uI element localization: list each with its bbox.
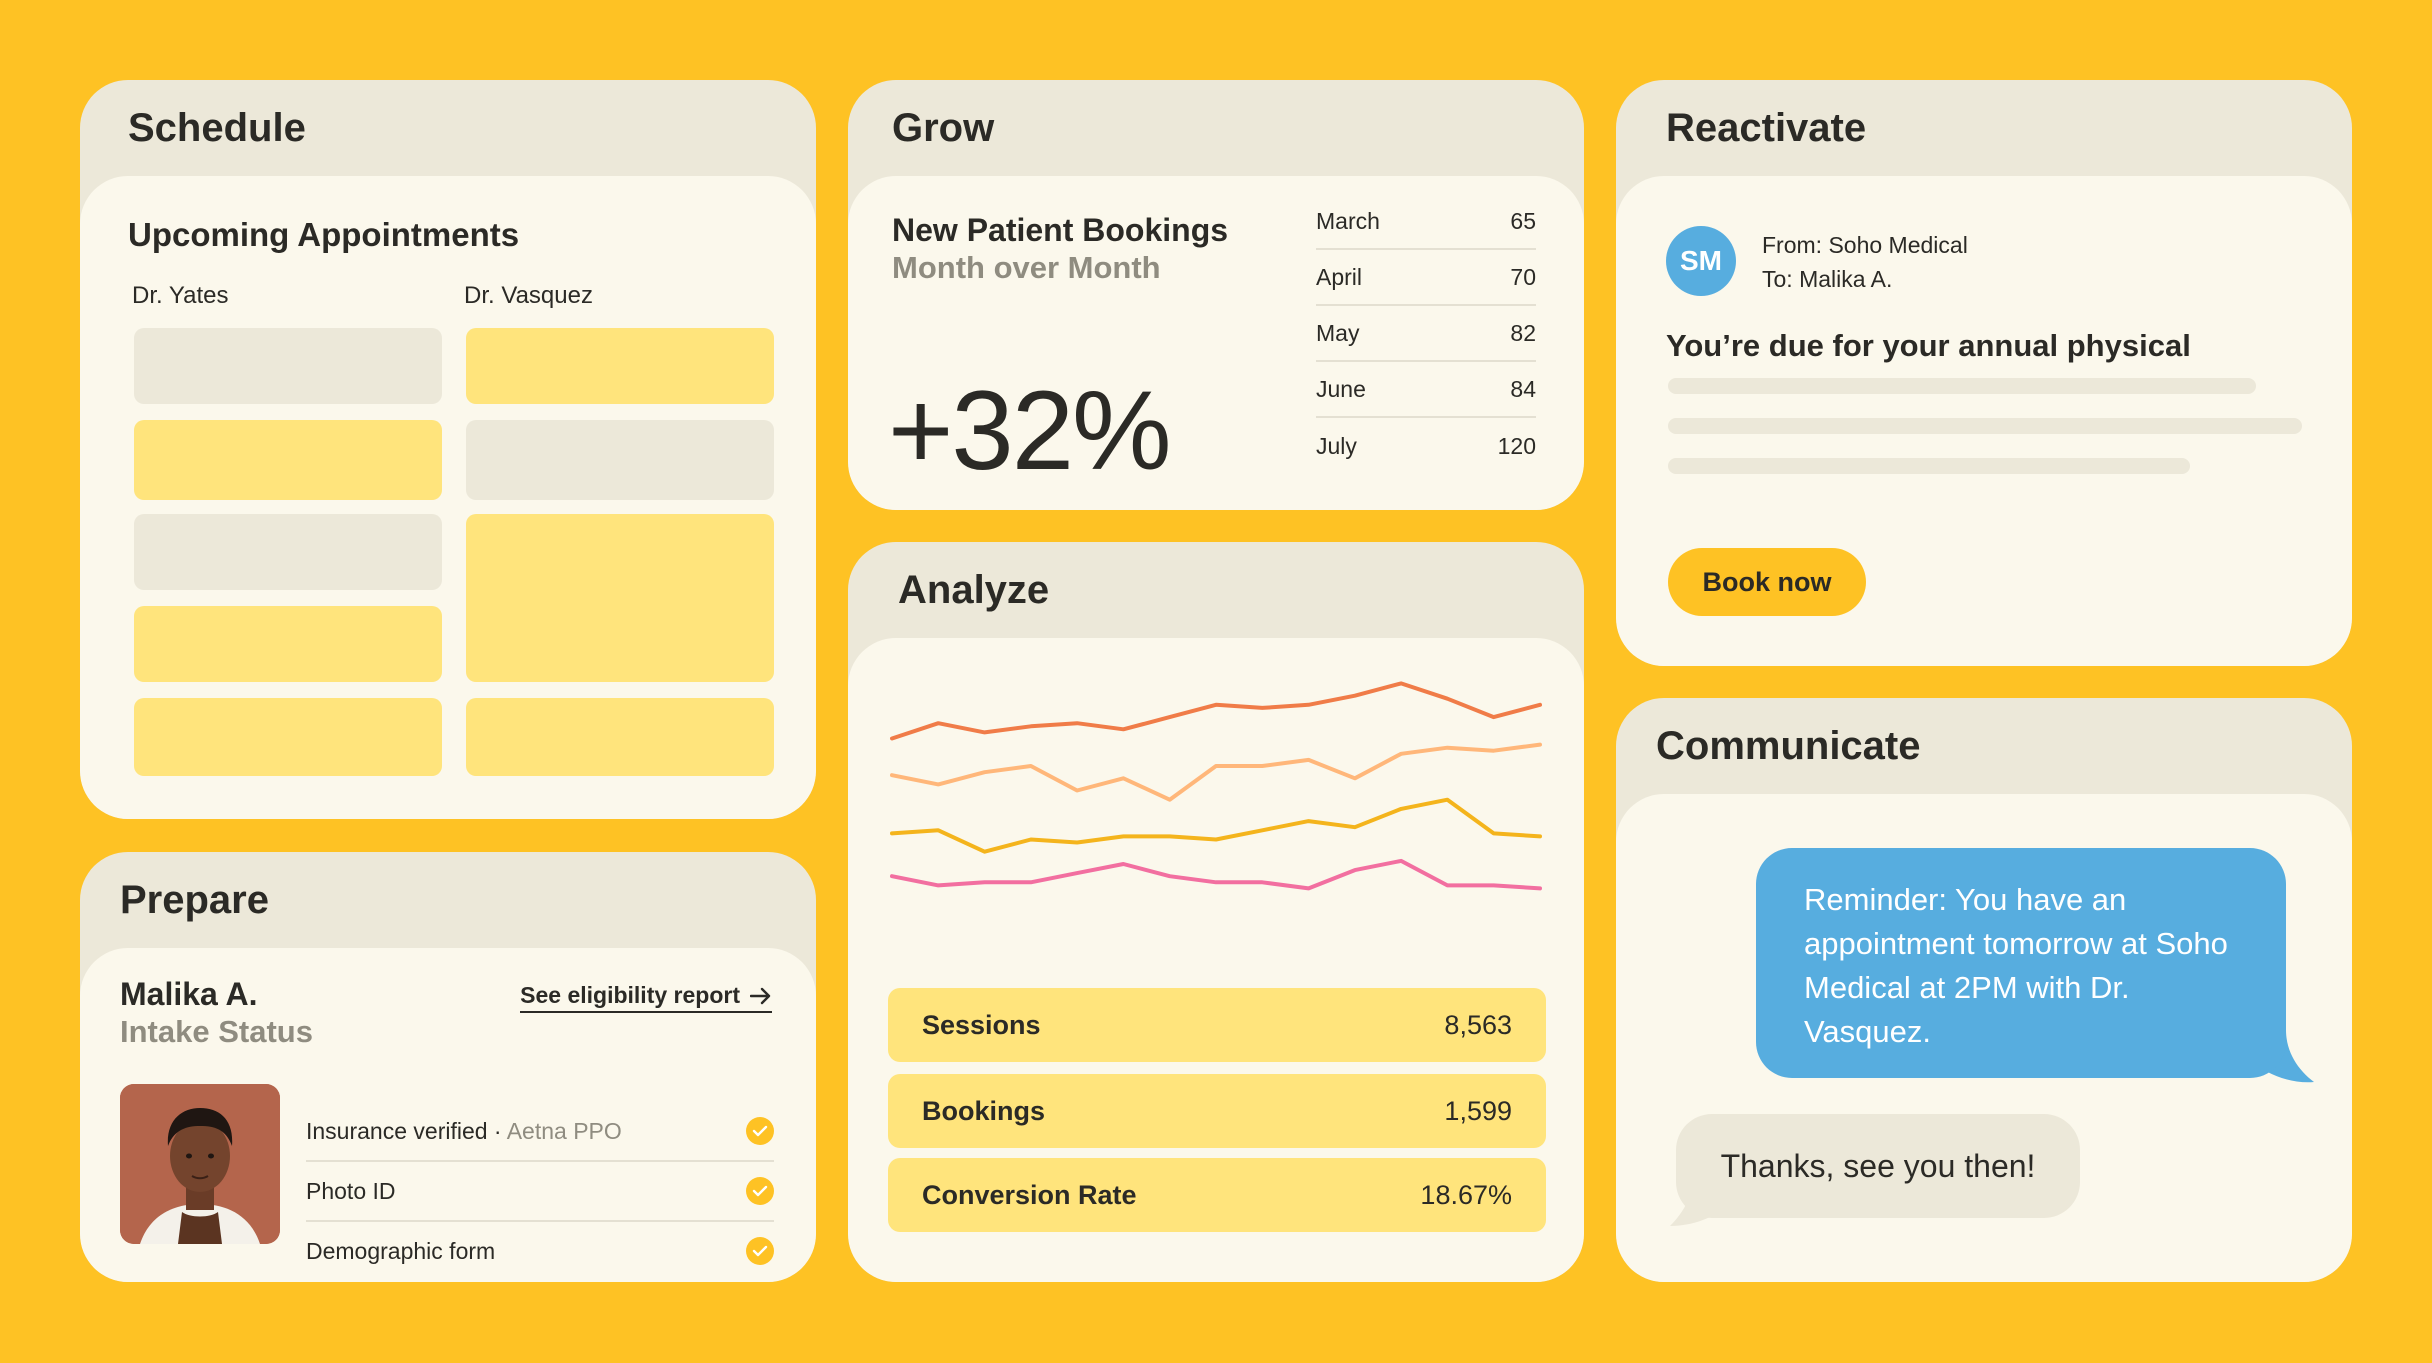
month-cell: May <box>1316 319 1360 346</box>
arrow-right-icon <box>750 987 771 1004</box>
month-cell: April <box>1316 263 1363 290</box>
series-line-4 <box>890 858 1542 891</box>
monthly-bookings-table: March 65 April 70 May 82 June 84 July 120 <box>1316 194 1536 474</box>
check-detail: Aetna PPO <box>506 1117 622 1144</box>
patient-avatar <box>120 1084 280 1244</box>
schedule-body: Upcoming Appointments Dr. Yates Dr. Vasq… <box>80 176 816 819</box>
check-label: Demographic form <box>306 1237 496 1264</box>
check-circle-icon <box>746 1177 774 1205</box>
sender-avatar: SM <box>1666 226 1736 296</box>
email-header: From: Soho Medical To: Malika A. <box>1762 228 1968 296</box>
month-cell: March <box>1316 207 1380 234</box>
stat-value: 1,599 <box>1444 1095 1512 1126</box>
checklist-item-insurance: Insurance verified · Aetna PPO <box>306 1102 774 1162</box>
value-cell: 84 <box>1510 375 1536 402</box>
appointment-slot[interactable] <box>134 420 442 500</box>
communicate-body: Reminder: You have an appointment tomorr… <box>1616 794 2352 1282</box>
check-circle-icon <box>746 1117 774 1145</box>
reactivate-title: Reactivate <box>1666 105 1867 150</box>
placeholder-text-line <box>1668 458 2190 474</box>
stat-label: Bookings <box>922 1095 1046 1126</box>
stat-row-sessions: Sessions 8,563 <box>888 988 1546 1062</box>
communicate-title: Communicate <box>1656 723 1921 768</box>
analyze-card: Analyze Sessions 8,563 Bookings 1,599 Co… <box>848 542 1584 1282</box>
check-circle-icon <box>746 1237 774 1265</box>
grow-title: Grow <box>892 105 995 150</box>
to-line: To: Malika A. <box>1762 266 1893 292</box>
appointment-slot[interactable] <box>466 514 774 682</box>
from-line: From: Soho Medical <box>1762 232 1968 258</box>
table-row: July 120 <box>1316 418 1536 474</box>
appointment-slot[interactable] <box>466 698 774 776</box>
prepare-body: Malika A. Intake Status See eligibility … <box>80 948 816 1282</box>
check-label: Insurance verified · <box>306 1117 507 1144</box>
eligibility-report-label: See eligibility report <box>520 982 740 1008</box>
value-cell: 70 <box>1510 263 1536 290</box>
new-patient-bookings-heading: New Patient Bookings <box>892 212 1229 248</box>
series-line-3 <box>890 797 1542 854</box>
table-row: March 65 <box>1316 194 1536 250</box>
growth-percentage: +32% <box>888 368 1172 493</box>
checklist-item-photo-id: Photo ID <box>306 1162 774 1222</box>
prepare-card: Prepare Malika A. Intake Status See elig… <box>80 852 816 1282</box>
prepare-title: Prepare <box>120 877 269 922</box>
analyze-body: Sessions 8,563 Bookings 1,599 Conversion… <box>848 638 1584 1282</box>
stat-row-conversion-rate: Conversion Rate 18.67% <box>888 1158 1546 1232</box>
series-line-1 <box>890 681 1542 741</box>
intake-status-label: Intake Status <box>120 1014 313 1049</box>
appointment-slot[interactable] <box>466 328 774 404</box>
check-label: Photo ID <box>306 1177 396 1204</box>
value-cell: 120 <box>1497 432 1536 459</box>
placeholder-text-line <box>1668 418 2302 434</box>
doctor-label-vasquez: Dr. Vasquez <box>464 282 593 309</box>
table-row: May 82 <box>1316 306 1536 362</box>
series-line-2 <box>890 742 1542 802</box>
analyze-title: Analyze <box>898 567 1050 612</box>
stat-label: Sessions <box>922 1009 1041 1040</box>
email-headline: You’re due for your annual physical <box>1666 328 2191 363</box>
book-now-button[interactable]: Book now <box>1668 548 1866 616</box>
reactivate-body: SM From: Soho Medical To: Malika A. You’… <box>1616 176 2352 666</box>
upcoming-appointments-heading: Upcoming Appointments <box>128 216 520 253</box>
schedule-card: Schedule Upcoming Appointments Dr. Yates… <box>80 80 816 819</box>
stat-value: 8,563 <box>1444 1009 1512 1040</box>
schedule-title: Schedule <box>128 105 306 150</box>
value-cell: 82 <box>1510 319 1536 346</box>
grow-body: New Patient Bookings Month over Month +3… <box>848 176 1584 510</box>
appointment-slot[interactable] <box>134 698 442 776</box>
trend-line-chart <box>890 681 1542 891</box>
appointment-slot[interactable] <box>466 420 774 500</box>
stat-value: 18.67% <box>1420 1179 1512 1210</box>
doctor-label-yates: Dr. Yates <box>132 282 229 309</box>
appointment-slot[interactable] <box>134 606 442 682</box>
appointment-slot[interactable] <box>134 328 442 404</box>
table-row: April 70 <box>1316 250 1536 306</box>
table-row: June 84 <box>1316 362 1536 418</box>
month-over-month-label: Month over Month <box>892 250 1161 285</box>
stat-row-bookings: Bookings 1,599 <box>888 1074 1546 1148</box>
checklist-item-demographic-form: Demographic form <box>306 1222 774 1280</box>
patient-name: Malika A. <box>120 976 258 1012</box>
stat-label: Conversion Rate <box>922 1179 1137 1210</box>
incoming-message-bubble: Thanks, see you then! <box>1676 1114 2080 1218</box>
reactivate-card: Reactivate SM From: Soho Medical To: Mal… <box>1616 80 2352 666</box>
placeholder-text-line <box>1668 378 2256 394</box>
appointment-slot[interactable] <box>134 514 442 590</box>
eligibility-report-link[interactable]: See eligibility report <box>520 982 772 1013</box>
outgoing-message-bubble: Reminder: You have an appointment tomorr… <box>1756 848 2286 1078</box>
month-cell: June <box>1316 375 1366 402</box>
communicate-card: Communicate Reminder: You have an appoin… <box>1616 698 2352 1282</box>
grow-card: Grow New Patient Bookings Month over Mon… <box>848 80 1584 510</box>
month-cell: July <box>1316 432 1357 459</box>
value-cell: 65 <box>1510 207 1536 234</box>
